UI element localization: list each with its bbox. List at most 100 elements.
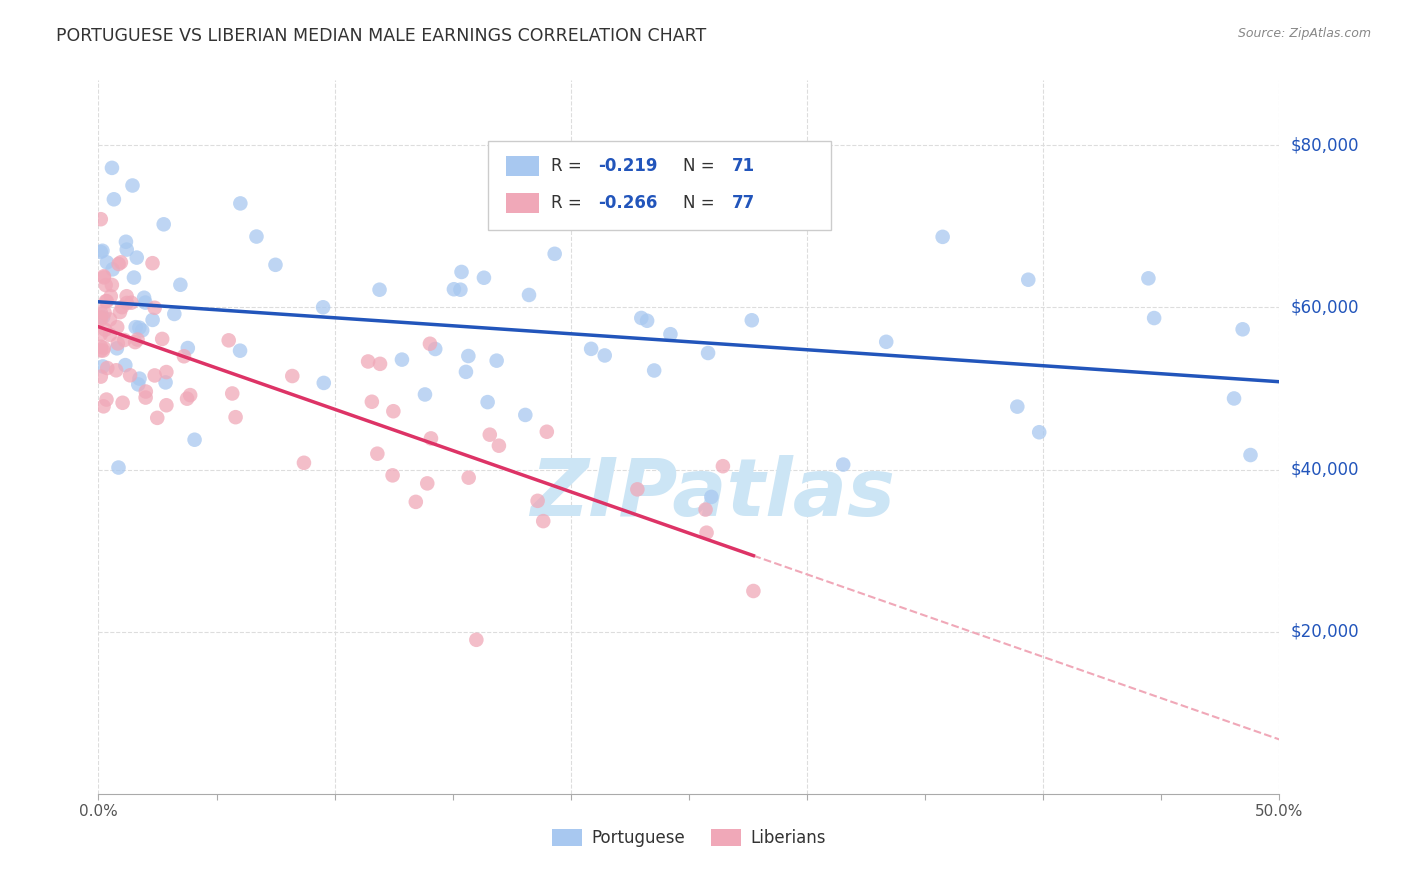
Point [107,257,129,271]
Point [127,377,149,392]
Point [111,300,134,314]
Point [105,341,128,355]
Point [229,196,252,211]
Point [741,313,763,327]
Text: $40,000: $40,000 [1291,460,1360,478]
Point [593,348,616,362]
Point [711,459,734,474]
Point [124,320,146,334]
Point [90,310,112,325]
Point [425,342,447,356]
Point [381,468,404,483]
Point [1007,400,1029,414]
Point [111,396,134,410]
Point [93,305,115,319]
Point [155,365,177,379]
Point [177,341,200,355]
Point [90,327,112,342]
Point [94,323,117,337]
Point [517,288,540,302]
Text: $60,000: $60,000 [1291,298,1360,317]
Point [103,192,125,206]
Point [90,212,112,227]
Point [115,289,138,303]
Point [465,632,488,647]
Point [122,270,145,285]
Point [360,394,382,409]
Text: R =: R = [551,194,586,212]
Point [636,314,658,328]
Point [245,229,267,244]
Point [413,387,436,401]
Point [1223,392,1246,406]
Point [443,282,465,296]
Text: -0.266: -0.266 [598,194,658,212]
Point [128,320,150,334]
Point [120,295,142,310]
Point [115,243,138,257]
Point [1137,271,1160,285]
Point [630,310,652,325]
Point [91,343,114,358]
Point [515,408,537,422]
Text: $20,000: $20,000 [1291,623,1360,640]
Point [449,283,471,297]
Point [1232,322,1254,336]
Text: N =: N = [683,157,720,175]
Point [101,277,124,292]
Point [229,343,252,358]
Text: N =: N = [683,194,720,212]
Point [450,265,472,279]
Point [875,334,897,349]
Point [96,294,118,309]
Point [579,342,602,356]
Point [457,349,479,363]
Point [132,291,155,305]
Text: -0.219: -0.219 [598,157,658,175]
Point [142,313,165,327]
Point [1017,273,1039,287]
Point [264,258,287,272]
Point [143,301,166,315]
Point [128,371,150,385]
Point [120,368,142,383]
Point [94,278,117,293]
Point [643,363,665,377]
FancyBboxPatch shape [506,156,538,176]
Text: $80,000: $80,000 [1291,136,1360,154]
Point [544,247,567,261]
Point [531,514,554,528]
Point [696,525,718,540]
Point [357,354,380,368]
Point [366,447,388,461]
Point [91,310,114,325]
Point [93,270,115,285]
Point [131,323,153,337]
Point [163,307,186,321]
Point [382,404,405,418]
Point [218,334,240,348]
Point [91,244,114,258]
Point [221,386,243,401]
Point [115,296,138,310]
Text: R =: R = [551,157,586,175]
Point [700,490,723,504]
Point [135,384,157,399]
Point [96,392,118,407]
Point [312,300,335,314]
Point [1028,425,1050,440]
Point [478,427,501,442]
Point [150,332,173,346]
Point [90,343,112,358]
Point [107,336,129,351]
Point [105,363,128,377]
Point [100,289,122,303]
Point [141,256,163,270]
Point [454,365,477,379]
Point [98,327,121,342]
Point [695,502,717,516]
Point [488,439,510,453]
Point [477,395,499,409]
Point [90,305,112,319]
Point [110,255,132,269]
